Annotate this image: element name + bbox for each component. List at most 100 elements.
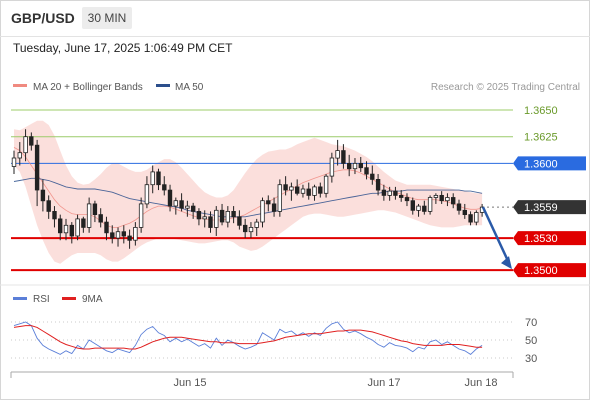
candle xyxy=(375,174,381,196)
candle-body-up xyxy=(17,152,22,159)
ma50-line xyxy=(13,177,483,218)
candle-body-down xyxy=(375,178,381,191)
candle-body-down xyxy=(52,210,57,220)
candle xyxy=(69,222,74,244)
candle-body-down xyxy=(439,194,444,202)
candle-body-down xyxy=(404,197,410,202)
chart-header: GBP/USD 30 MIN xyxy=(0,0,590,37)
candle xyxy=(23,129,28,162)
legend-label-ma50: MA 50 xyxy=(175,82,204,93)
candle xyxy=(422,200,427,215)
candle xyxy=(381,184,387,201)
candle-body-up xyxy=(329,157,335,177)
candle xyxy=(40,179,46,212)
research-credit: Research © 2025 Trading Central xyxy=(431,82,580,93)
candle xyxy=(266,195,271,212)
candle xyxy=(439,191,444,204)
candle-body-down xyxy=(294,186,300,194)
resistance-label: 1.3650 xyxy=(524,105,558,117)
candle xyxy=(294,179,300,196)
rsi-legend-label: RSI xyxy=(33,294,50,305)
candle-body-up xyxy=(260,200,265,223)
candle-body-up xyxy=(23,136,28,154)
candle xyxy=(121,225,126,244)
candle xyxy=(416,203,421,217)
x-tick-label: Jun 18 xyxy=(464,377,497,389)
ma9-legend-swatch xyxy=(62,297,76,300)
candle-body-down xyxy=(190,205,196,212)
candle-body-down xyxy=(98,214,103,223)
candle-body-up xyxy=(133,226,138,241)
candle xyxy=(190,202,196,219)
candle xyxy=(104,216,109,241)
candle-body-up xyxy=(173,200,178,207)
candle-body-up xyxy=(225,210,230,223)
candle xyxy=(46,195,51,219)
candle xyxy=(179,193,184,212)
candle xyxy=(248,222,254,239)
candle xyxy=(468,211,473,226)
candle-body-down xyxy=(283,184,288,191)
support-label-bg xyxy=(513,231,586,246)
last-price-label-bg xyxy=(513,200,586,215)
resistance-label: 1.3625 xyxy=(524,132,558,144)
candle xyxy=(219,203,225,226)
support-label-bg xyxy=(513,263,586,278)
candle-body-up xyxy=(150,171,155,186)
candle-body-down xyxy=(167,189,173,207)
candle xyxy=(196,208,202,226)
candle-body-up xyxy=(387,190,392,196)
candle-body-up xyxy=(416,205,421,211)
candle-body-down xyxy=(398,194,404,198)
candle-body-down xyxy=(346,162,352,170)
candle-body-up xyxy=(248,226,254,233)
candle-body-down xyxy=(231,210,236,218)
candle-body-down xyxy=(110,232,115,239)
candle xyxy=(433,193,439,204)
candle xyxy=(364,161,369,180)
candle xyxy=(254,218,259,236)
candle-body-down xyxy=(162,184,167,191)
candle xyxy=(323,174,329,198)
candle-body-up xyxy=(433,194,439,198)
candle-body-up xyxy=(202,216,207,220)
candle xyxy=(370,165,375,185)
candle xyxy=(462,203,467,219)
candle xyxy=(335,139,340,166)
candle-body-down xyxy=(450,197,456,205)
candle-body-down xyxy=(381,189,387,196)
candle xyxy=(75,214,80,241)
candle-body-down xyxy=(364,167,369,175)
candle xyxy=(138,197,144,233)
candle xyxy=(393,186,398,200)
legend-swatch-ma50 xyxy=(156,84,170,87)
candle-body-down xyxy=(237,216,242,226)
candle-body-down xyxy=(58,218,63,234)
candle xyxy=(231,206,236,224)
support-label: 1.3530 xyxy=(524,233,558,245)
x-tick-label: Jun 17 xyxy=(367,377,400,389)
candle-body-down xyxy=(127,235,132,241)
candle xyxy=(58,214,63,241)
candle-body-up xyxy=(335,150,340,159)
candle xyxy=(387,186,392,201)
rsi-tick-label: 70 xyxy=(525,317,537,329)
candle-body-up xyxy=(289,186,294,191)
candle xyxy=(81,216,86,233)
candle xyxy=(237,210,242,230)
candle xyxy=(144,176,150,209)
candle-body-down xyxy=(219,209,225,223)
candle xyxy=(277,179,282,217)
candle-body-up xyxy=(115,231,121,239)
candle xyxy=(156,168,161,191)
timeframe-badge[interactable]: 30 MIN xyxy=(82,7,132,29)
candle-body-up xyxy=(86,203,92,228)
candle-body-down xyxy=(468,214,473,223)
candle-body-down xyxy=(456,203,462,211)
candle xyxy=(306,182,311,200)
candle xyxy=(352,158,358,175)
candle-body-down xyxy=(462,209,467,216)
candle xyxy=(11,150,17,175)
candle-body-up xyxy=(312,186,317,196)
candle-body-up xyxy=(63,224,69,234)
